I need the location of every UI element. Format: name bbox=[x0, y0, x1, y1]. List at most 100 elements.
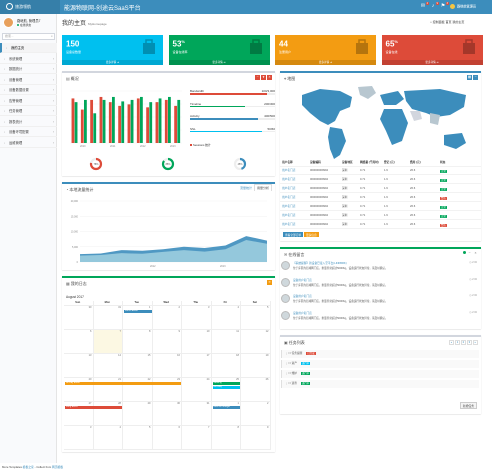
calendar-day[interactable]: 15 bbox=[123, 354, 153, 378]
sidebar-item-9[interactable]: ◦ 运维管理 ‹ bbox=[0, 138, 57, 148]
calendar-day[interactable]: 23 bbox=[152, 378, 182, 402]
calendar-day[interactable]: 31 bbox=[182, 402, 212, 426]
search-input[interactable]: 搜索... ⌕ bbox=[2, 33, 55, 40]
calendar-day[interactable]: 2 bbox=[152, 306, 182, 330]
table-row[interactable]: 用户名门店 000000009994 深圳 0.71 1.9 26.6 正常 bbox=[280, 185, 481, 193]
table-row[interactable]: 用户名门店 000000009994 深圳 0.71 1.9 26.6 正常 bbox=[280, 176, 481, 184]
kpi-card-2[interactable]: 44 注册用户 更多详情 ➔ bbox=[275, 35, 376, 65]
footer-link-1[interactable]: 模板之家 bbox=[22, 465, 34, 469]
chat-sender[interactable]: 设备用户名门店 bbox=[293, 295, 312, 298]
sidebar-item-1[interactable]: ◦ 系统管理 ‹ bbox=[0, 54, 57, 64]
calendar-day[interactable]: 25 bbox=[211, 378, 241, 402]
todo-item[interactable]: ⋮ ☐ 维护 进行中 bbox=[281, 370, 479, 378]
list-item[interactable]: 设备用户名门店 ◷ 2:00 位于库区的局域网门店，重量异常超过5000Kg，设备运… bbox=[281, 310, 479, 325]
list-item[interactable]: 设备用户名门店 ◷ 2:00 位于库区的局域网门店，重量异常超过5000Kg，设备运… bbox=[281, 293, 479, 308]
footer-link-2[interactable]: 网页模板 bbox=[52, 465, 64, 469]
pagination-item[interactable]: 3 bbox=[466, 340, 473, 345]
calendar-day[interactable]: 2 bbox=[241, 402, 271, 426]
calendar-day[interactable]: 8 bbox=[123, 330, 153, 354]
calendar-event[interactable]: Birthday bbox=[212, 386, 240, 389]
calendar-day[interactable]: 17 bbox=[182, 354, 212, 378]
drag-handle-icon[interactable]: ⋮ bbox=[285, 372, 289, 375]
pagination-item[interactable]: » bbox=[472, 340, 478, 345]
todo-checkbox[interactable]: ☐ bbox=[288, 362, 292, 365]
kpi-card-0[interactable]: 150 设备总数量 更多详情 ➔ bbox=[62, 35, 163, 65]
calendar-day[interactable]: 4 bbox=[211, 306, 241, 330]
mail-icon[interactable]: ✉ 4 bbox=[420, 2, 429, 9]
calendar-event[interactable]: Long Event bbox=[65, 406, 122, 409]
kpi-more-link[interactable]: 更多详情 ➔ bbox=[381, 60, 483, 65]
breadcrumb[interactable]: ⌂ 控制面板 首页 我的主页 bbox=[430, 20, 465, 24]
sidebar-item-2[interactable]: ◦ 数据统计 ‹ bbox=[0, 64, 57, 74]
calendar-day[interactable]: 3 bbox=[182, 306, 212, 330]
overview-settings-button[interactable]: ▾ bbox=[261, 75, 266, 80]
chat-sender[interactable]: 设备用户名门店 bbox=[293, 311, 312, 315]
todo-checkbox[interactable]: ☐ bbox=[288, 352, 292, 355]
more-info-button[interactable]: 更多信息 bbox=[304, 232, 319, 237]
sidebar-item-5[interactable]: ◦ 告警管理 ‹ bbox=[0, 96, 57, 106]
calendar-day[interactable]: 8 bbox=[211, 426, 241, 450]
calendar-day[interactable]: 24 bbox=[182, 378, 212, 402]
calendar-day[interactable]: 27 bbox=[64, 402, 94, 426]
table-row[interactable]: 用户名门店 000000009994 深圳 0.71 1.9 26.6 正常 bbox=[280, 167, 481, 175]
table-cell[interactable]: 用户名门店 bbox=[282, 214, 296, 217]
app-logo[interactable]: 旅游领航 bbox=[0, 0, 60, 14]
pagination-item[interactable]: 2 bbox=[460, 340, 467, 345]
calendar-day[interactable]: 5 bbox=[123, 426, 153, 450]
calendar-day[interactable]: 10 bbox=[182, 330, 212, 354]
kpi-card-1[interactable]: 53% 设备在线率 更多详情 ➔ bbox=[168, 35, 270, 65]
calendar-day[interactable]: 20 bbox=[64, 378, 94, 402]
table-cell[interactable]: 用户名门店 bbox=[282, 169, 296, 172]
chat-sender[interactable]: 设备用户名门店 bbox=[293, 278, 312, 282]
chat-minimize-button[interactable]: − bbox=[468, 251, 471, 255]
calendar-menu-button[interactable]: ≡ bbox=[267, 280, 272, 285]
calendar-day[interactable]: 6 bbox=[64, 330, 94, 354]
todo-item[interactable]: ⋮ ☐ 任务提醒 已完成 bbox=[281, 350, 479, 358]
world-map[interactable] bbox=[280, 83, 481, 163]
calendar-day[interactable]: 16 bbox=[152, 354, 182, 378]
calendar-event[interactable]: Lunch Event bbox=[124, 310, 152, 313]
view-all-orders-button[interactable]: 查看全部订单 bbox=[283, 232, 304, 237]
tab-usage[interactable]: 用量分析 bbox=[253, 184, 272, 191]
user-menu[interactable]: 路继航管理员 bbox=[450, 4, 476, 9]
todo-checkbox[interactable]: ☐ bbox=[288, 372, 292, 375]
table-row[interactable]: 用户名门店 000000009994 深圳 0.71 1.9 26.6 警告 bbox=[280, 221, 481, 229]
table-row[interactable]: 用户名门店 000000009994 深圳 0.71 1.9 26.6 警告 bbox=[280, 194, 481, 202]
calendar-day[interactable]: 7 bbox=[93, 330, 123, 354]
table-cell[interactable]: 用户名门店 bbox=[282, 205, 296, 208]
sidebar-item-4[interactable]: ◦ 设备数据设置 ‹ bbox=[0, 85, 57, 95]
calendar-day[interactable]: 9 bbox=[152, 330, 182, 354]
calendar-day[interactable]: 9 bbox=[241, 426, 271, 450]
calendar-day[interactable]: 12 bbox=[241, 330, 271, 354]
calendar-event[interactable]: Meeting bbox=[212, 382, 240, 385]
kpi-card-3[interactable]: 65% 设备在线 更多详情 ➔ bbox=[381, 35, 483, 65]
sidebar-item-7[interactable]: ◦ 报表统计 ‹ bbox=[0, 117, 57, 127]
flag-icon[interactable]: ⚑ 3 bbox=[440, 2, 449, 9]
calendar-day[interactable]: 7 bbox=[182, 426, 212, 450]
calendar-day[interactable]: 31 bbox=[93, 306, 123, 330]
list-item[interactable]: 【系统提醒】新设备已接入至平台(LINKBRK) ◷ 2:00 位于库区的局域网门店… bbox=[281, 260, 479, 275]
map-collapse-button[interactable]: − bbox=[473, 75, 478, 80]
pagination-item[interactable]: 1 bbox=[454, 340, 461, 345]
calendar-event[interactable]: Click for Google bbox=[212, 406, 240, 409]
calendar-day[interactable]: 28 bbox=[93, 402, 123, 426]
calendar-day[interactable]: 13 bbox=[64, 354, 94, 378]
sidebar-item-6[interactable]: ◦ 任务管理 ‹ bbox=[0, 106, 57, 116]
list-item[interactable]: 设备用户名门店 ◷ 2:00 位于库区的局域网门店，重量异常超过5000Kg，设备运… bbox=[281, 277, 479, 292]
drag-handle-icon[interactable]: ⋮ bbox=[285, 362, 289, 365]
table-row[interactable]: 用户名门店 000000009994 深圳 0.71 1.9 26.6 正常 bbox=[280, 203, 481, 211]
calendar-day[interactable]: 30 bbox=[152, 402, 182, 426]
calendar-day[interactable]: 29 bbox=[123, 402, 153, 426]
overview-close-button[interactable]: × bbox=[267, 75, 272, 80]
calendar-event[interactable]: All Day Event bbox=[65, 382, 181, 385]
kpi-more-link[interactable]: 更多详情 ➔ bbox=[168, 60, 270, 65]
table-row[interactable]: 用户名门店 000000009994 深圳 0.71 1.9 26.6 正常 bbox=[280, 212, 481, 220]
calendar-day[interactable]: 6 bbox=[152, 426, 182, 450]
table-cell[interactable]: 用户名门店 bbox=[282, 196, 296, 199]
todo-checkbox[interactable]: ☐ bbox=[288, 382, 292, 385]
chat-close-button[interactable]: × bbox=[474, 251, 477, 255]
todo-item[interactable]: ⋮ ☐ 巡查 进行中 bbox=[281, 380, 479, 388]
sidebar-item-3[interactable]: ◦ 设备管理 ‹ bbox=[0, 75, 57, 85]
map-calendar-button[interactable]: ▦ bbox=[467, 75, 472, 80]
calendar-day[interactable]: 14 bbox=[93, 354, 123, 378]
